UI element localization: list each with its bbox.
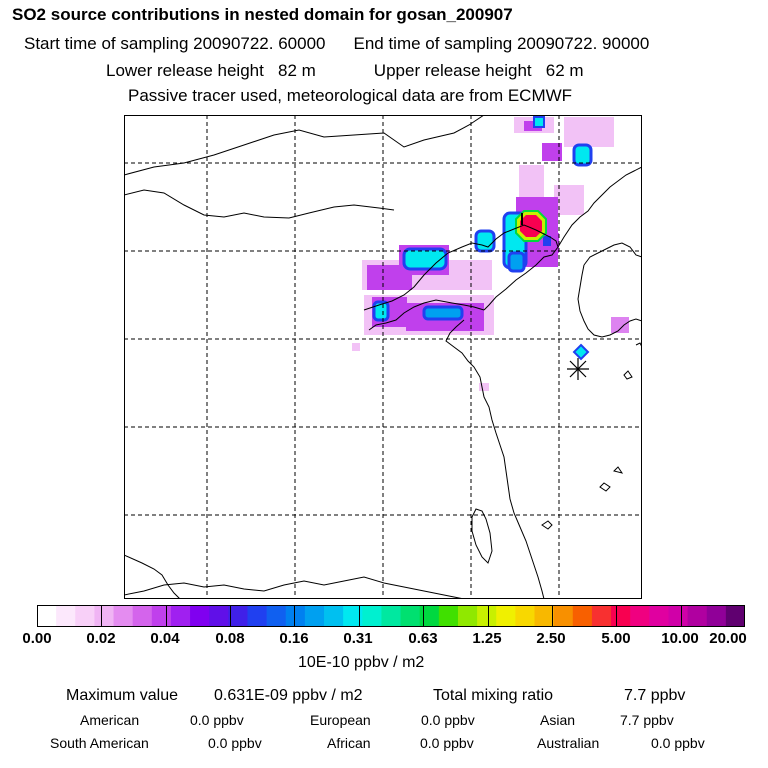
tracer-note: Passive tracer used, meteorological data… [128, 86, 573, 105]
color-scale-cell [324, 605, 344, 627]
max-value: 0.631E-09 ppbv / m2 [214, 687, 363, 704]
tick-label: 0.02 [86, 630, 116, 647]
color-scale-bar [37, 605, 745, 627]
max-value-label: Maximum value [66, 687, 179, 704]
american-label: American [80, 712, 140, 728]
color-scale-cell [247, 605, 268, 627]
tick-label: 2.50 [536, 630, 566, 647]
color-scale-cell [457, 605, 478, 627]
color-scale-cell [75, 605, 95, 627]
color-scale-cell [381, 605, 402, 627]
south-american-value: 0.0 ppbv [208, 735, 262, 751]
color-scale-cell [37, 605, 57, 627]
concentration-map [124, 115, 642, 599]
end-time: End time of sampling 20090722. 90000 [353, 34, 650, 53]
release-heights: Lower release height 82 m Upper release h… [106, 62, 584, 79]
color-scale-cell [362, 605, 382, 627]
australian-label: Australian [537, 735, 600, 751]
coastlines [124, 115, 642, 599]
sampling-times: Start time of sampling 20090722. 60000 En… [24, 35, 649, 52]
european-label: European [310, 712, 371, 728]
color-scale-cell [209, 605, 229, 627]
color-scale-ticks: 0.00 0.02 0.04 0.08 0.16 0.31 0.63 1.25 … [0, 630, 768, 650]
color-scale-cell [649, 605, 669, 627]
tick-label: 0.16 [279, 630, 309, 647]
color-scale-cell [113, 605, 134, 627]
australian-value: 0.0 ppbv [651, 735, 705, 751]
color-scale-cell [132, 605, 153, 627]
american-value: 0.0 ppbv [190, 712, 244, 728]
color-scale-cell [170, 605, 191, 627]
color-scale-cell [687, 605, 708, 627]
color-scale-cell [56, 605, 76, 627]
tick-label: 0.31 [343, 630, 373, 647]
color-scale-cell [285, 605, 306, 627]
tick-label: 0.63 [408, 630, 438, 647]
color-scale-cell [266, 605, 287, 627]
color-scale-cell [725, 605, 745, 627]
color-scale-cell [228, 605, 248, 627]
tick-label: 20.00 [709, 630, 747, 647]
total-mixing-label: Total mixing ratio [433, 687, 554, 704]
color-scale-cell [630, 605, 650, 627]
african-label: African [327, 735, 371, 751]
map-title: SO2 source contributions in nested domai… [12, 5, 513, 24]
color-scale-cell [668, 605, 689, 627]
upper-release-height: Upper release height 62 m [373, 61, 584, 80]
asian-label: Asian [540, 712, 576, 728]
tick-label: 10.00 [661, 630, 699, 647]
color-scale-cell [572, 605, 593, 627]
color-scale-cell [477, 605, 497, 627]
color-scale-cell [496, 605, 516, 627]
color-scale-cell [591, 605, 612, 627]
color-scale-cell [343, 605, 363, 627]
peak-source-cell [515, 210, 547, 242]
color-scale-cell [304, 605, 325, 627]
color-scale-cell [190, 605, 210, 627]
total-mixing-value: 7.7 ppbv [624, 687, 686, 704]
color-scale-cell [611, 605, 631, 627]
asian-value: 7.7 ppbv [620, 712, 674, 728]
color-scale-cell [515, 605, 536, 627]
color-scale-cell [438, 605, 459, 627]
color-scale-cell [706, 605, 727, 627]
color-scale-unit: 10E-10 ppbv / m2 [298, 654, 425, 671]
color-scale-cell [94, 605, 115, 627]
receptor-marker [567, 358, 589, 380]
start-time: Start time of sampling 20090722. 60000 [24, 34, 326, 53]
african-value: 0.0 ppbv [420, 735, 474, 751]
tick-label: 5.00 [601, 630, 631, 647]
tick-label: 0.00 [22, 630, 52, 647]
color-scale-cell [419, 605, 440, 627]
south-american-label: South American [50, 735, 149, 751]
color-scale-cell [400, 605, 421, 627]
color-scale-cell [534, 605, 555, 627]
color-scale-cell [151, 605, 172, 627]
tick-label: 1.25 [472, 630, 502, 647]
tick-label: 0.04 [150, 630, 180, 647]
tick-label: 0.08 [215, 630, 245, 647]
lat-lon-grid [124, 115, 642, 599]
color-scale-cell [553, 605, 574, 627]
european-value: 0.0 ppbv [421, 712, 475, 728]
lower-release-height: Lower release height 82 m [106, 61, 316, 80]
